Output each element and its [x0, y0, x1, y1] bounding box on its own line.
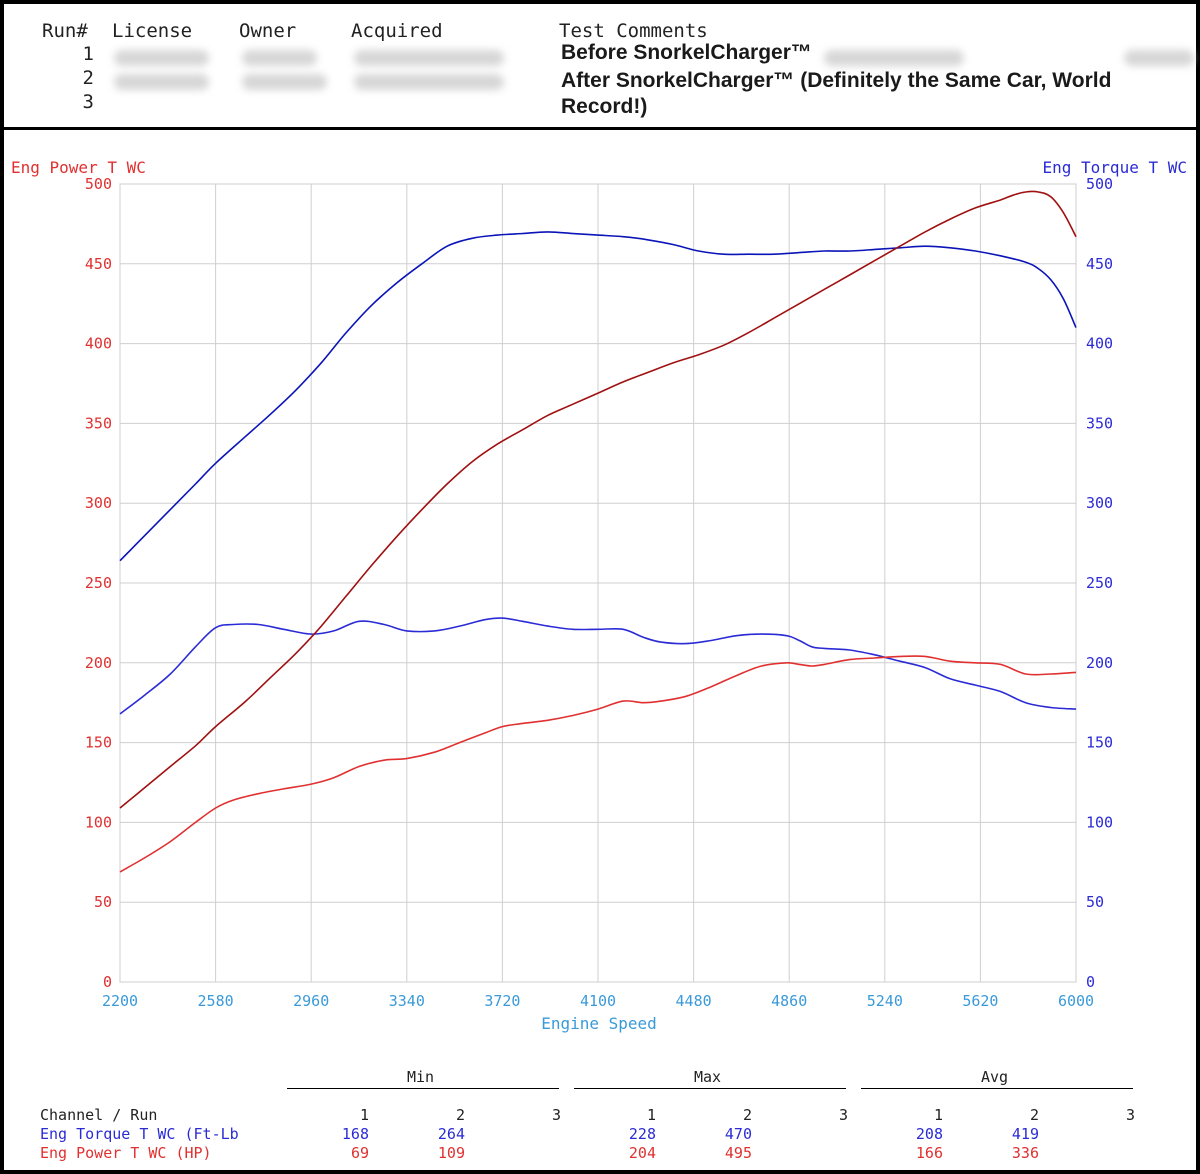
stat-group-header: Min [407, 1068, 435, 1086]
y-tick-label-right: 500 [1086, 175, 1113, 193]
stat-value: 166 [915, 1144, 943, 1162]
stat-value: 109 [437, 1144, 465, 1162]
right-axis-label: Eng Torque T WC [1043, 158, 1188, 177]
stat-value: 470 [724, 1125, 752, 1143]
stat-run-label: 1 [933, 1106, 943, 1124]
stat-row-label: Eng Power T WC (HP) [40, 1144, 212, 1162]
y-tick-label-right: 450 [1086, 255, 1113, 273]
run-comment: After SnorkelCharger™ (Definitely the Sa… [561, 69, 1112, 118]
y-tick-label-right: 350 [1086, 414, 1113, 432]
stat-value: 69 [350, 1144, 369, 1162]
x-tick-label: 2960 [293, 992, 329, 1010]
x-tick-label: 3340 [389, 992, 425, 1010]
y-tick-label-left: 300 [85, 494, 112, 512]
stat-value: 419 [1011, 1125, 1039, 1143]
x-tick-label: 4100 [580, 992, 616, 1010]
grid [119, 183, 1077, 983]
stat-value: 168 [341, 1125, 369, 1143]
run-number: 2 [82, 67, 94, 89]
stat-value: 336 [1011, 1144, 1039, 1162]
y-tick-label-right: 250 [1086, 574, 1113, 592]
y-tick-label-left: 150 [85, 734, 112, 752]
stat-value: 208 [915, 1125, 943, 1143]
run-info-panel: Run# License Owner Acquired Test Comment… [0, 0, 1200, 130]
y-tick-label-left: 250 [85, 574, 112, 592]
column-header-license: License [112, 20, 193, 42]
y-tick-label-right: 400 [1086, 335, 1113, 353]
dyno-chart: 0 0 50 50 100 100 150 150 200 200 250 250 300 300 350 3… [11, 158, 1188, 1033]
series-run2-power-line [119, 190, 1077, 809]
y-tick-label-right: 300 [1086, 494, 1113, 512]
stat-run-label: 1 [646, 1106, 656, 1124]
y-tick-label-left: 450 [85, 255, 112, 273]
x-tick-label: 5620 [962, 992, 998, 1010]
column-header-run: Run# [42, 20, 88, 42]
y-tick-label-left: 200 [85, 654, 112, 672]
run-comment: Before SnorkelCharger™ [561, 41, 812, 64]
x-tick-label: 2200 [102, 992, 138, 1010]
x-axis-label: Engine Speed [541, 1014, 657, 1033]
y-tick-label-right: 50 [1086, 893, 1104, 911]
stat-group-header: Max [694, 1068, 722, 1086]
stat-run-label: 2 [742, 1106, 752, 1124]
y-tick-label-left: 500 [85, 175, 112, 193]
run-number: 3 [82, 91, 94, 113]
redacted-owner [242, 50, 317, 66]
x-tick-label: 6000 [1058, 992, 1094, 1010]
left-axis-label: Eng Power T WC [11, 158, 146, 177]
y-tick-label-right: 200 [1086, 654, 1113, 672]
y-tick-label-right: 0 [1086, 973, 1095, 991]
stat-channel-header: Channel / Run [40, 1106, 158, 1124]
x-tick-label: 4480 [676, 992, 712, 1010]
redacted-license [114, 74, 209, 90]
column-header-acquired: Acquired [351, 20, 443, 42]
stat-run-label: 2 [1029, 1106, 1039, 1124]
series-group [119, 190, 1077, 873]
column-header-test-comments: Test Comments [559, 20, 708, 42]
y-tick-label-left: 400 [85, 335, 112, 353]
axes: 0 0 50 50 100 100 150 150 200 200 250 250 300 300 350 3… [85, 175, 1113, 1010]
y-tick-label-left: 100 [85, 813, 112, 831]
stat-run-label: 3 [838, 1106, 848, 1124]
stat-group-header: Avg [981, 1068, 1009, 1086]
y-tick-label-left: 350 [85, 414, 112, 432]
series-run1-torque-line [119, 617, 1077, 715]
series-run1-power-line [119, 655, 1077, 873]
y-tick-label-left: 0 [103, 973, 112, 991]
redacted-acquired [354, 74, 504, 90]
stat-value: 204 [628, 1144, 656, 1162]
stat-row-label: Eng Torque T WC (Ft-Lb [40, 1125, 239, 1143]
series-run2-torque-line [119, 231, 1077, 562]
run-number: 1 [82, 43, 94, 65]
stat-group-rule [574, 1088, 846, 1089]
stat-value: 228 [628, 1125, 656, 1143]
stat-value: 264 [437, 1125, 465, 1143]
x-tick-label: 2580 [198, 992, 234, 1010]
y-tick-label-right: 100 [1086, 813, 1113, 831]
y-tick-label-right: 150 [1086, 734, 1113, 752]
stat-group-rule [287, 1088, 559, 1089]
redacted-acquired [354, 50, 504, 66]
redacted-license [114, 50, 209, 66]
stat-run-label: 3 [551, 1106, 561, 1124]
redacted-owner [242, 74, 327, 90]
y-tick-label-left: 50 [94, 893, 112, 911]
redacted-comment [824, 50, 964, 66]
stat-value: 495 [724, 1144, 752, 1162]
redacted-comment [1124, 50, 1194, 66]
stat-run-label: 2 [455, 1106, 465, 1124]
stat-run-label: 3 [1125, 1106, 1135, 1124]
x-tick-label: 5240 [867, 992, 903, 1010]
stat-group-rule [861, 1088, 1133, 1089]
x-tick-label: 4860 [771, 992, 807, 1010]
column-header-owner: Owner [239, 20, 297, 42]
x-tick-label: 3720 [484, 992, 520, 1010]
stat-run-label: 1 [359, 1106, 369, 1124]
dyno-chart-panel: 0 0 50 50 100 100 150 150 200 200 250 250 300 300 350 3… [0, 127, 1200, 1174]
